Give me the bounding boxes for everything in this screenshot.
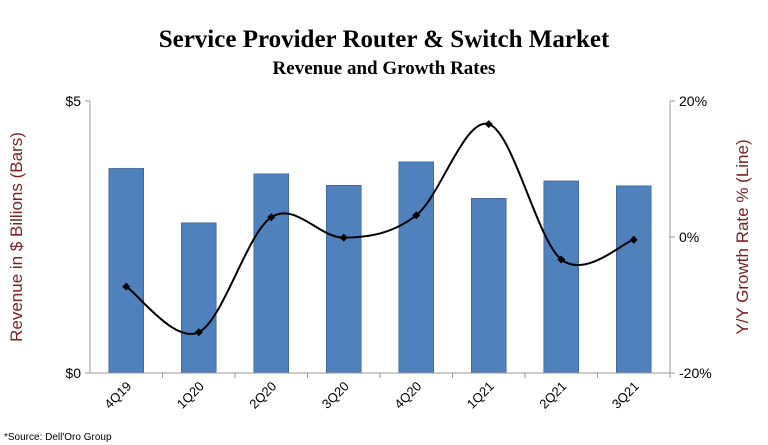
line-point-3Q21: [629, 235, 638, 244]
bar-4Q20: [398, 161, 435, 374]
x-tick-label: 2Q20: [246, 379, 279, 412]
x-tick-label: 1Q21: [464, 379, 497, 412]
x-tick-label: 1Q20: [174, 379, 207, 412]
y2-tick-label: -20%: [679, 365, 712, 381]
line-point-2Q20: [267, 213, 276, 222]
y2-tick-label: 0%: [679, 229, 699, 245]
x-tick-label: 3Q21: [609, 379, 642, 412]
growth-line: [125, 123, 635, 335]
y-axis-label: Revenue in $ Billions (Bars): [7, 132, 26, 342]
line-point-3Q20: [339, 233, 348, 242]
line-point-4Q19: [122, 282, 131, 291]
bar-2Q20: [253, 173, 290, 374]
bar-3Q21: [615, 185, 652, 374]
y2-tick-label: 20%: [679, 93, 707, 109]
bar-3Q20: [326, 184, 362, 374]
source-note: *Source: Dell'Oro Group: [4, 432, 112, 443]
line-point-1Q21: [484, 120, 493, 129]
bar-4Q19: [108, 168, 144, 374]
y-tick-label: $5: [65, 93, 81, 109]
y-tick-label: $0: [65, 365, 81, 381]
x-tick-label: 3Q20: [319, 379, 352, 412]
chart-subtitle: Revenue and Growth Rates: [273, 58, 496, 79]
chart-title: Service Provider Router & Switch Market: [159, 26, 610, 53]
line-point-1Q20: [194, 328, 203, 337]
x-tick-label: 4Q20: [391, 379, 424, 412]
x-tick-label: 4Q19: [101, 379, 134, 412]
bar-1Q20: [181, 222, 217, 374]
bar-2Q21: [543, 180, 579, 374]
bar-1Q21: [471, 198, 507, 374]
line-point-4Q20: [412, 211, 421, 220]
y2-axis-label: Y/Y Growth Rate % (Line): [733, 139, 752, 334]
line-point-2Q21: [557, 255, 566, 264]
x-tick-label: 2Q21: [536, 379, 569, 412]
